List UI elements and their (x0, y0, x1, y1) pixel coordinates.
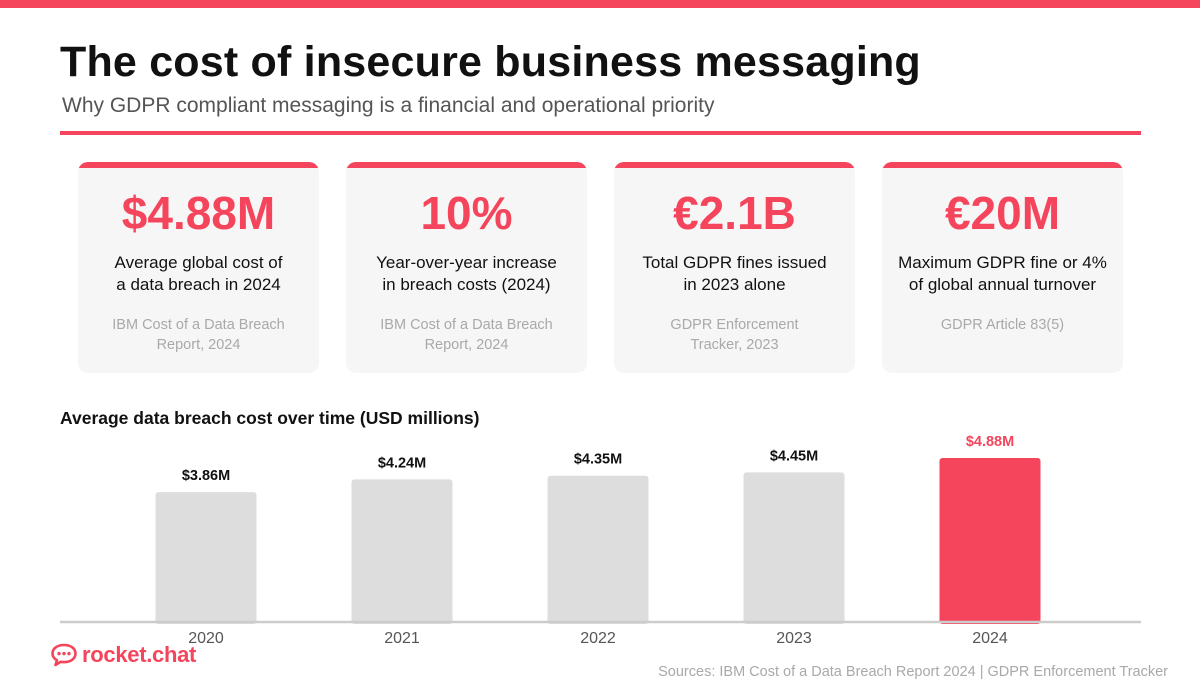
bar-2022 (547, 475, 649, 624)
stat-card-yoy-increase: 10% Year-over-year increase in breach co… (346, 162, 587, 373)
stat-cards: $4.88M Average global cost of a data bre… (78, 162, 1123, 373)
data-label-2022: $4.35M (574, 452, 622, 468)
stat-value: €20M (944, 187, 1061, 239)
stat-card-breach-cost: $4.88M Average global cost of a data bre… (78, 162, 319, 373)
stat-label-line: of global annual turnover (908, 275, 1097, 294)
stat-label: Year-over-year increase in breach costs … (358, 252, 575, 296)
stat-value: 10% (420, 187, 513, 239)
bar-2021 (351, 479, 453, 624)
stat-source-line: Report, 2024 (424, 337, 509, 353)
data-label-2021: $4.24M (378, 455, 426, 471)
header-divider (60, 131, 1141, 135)
bar-2020 (155, 492, 257, 624)
data-label-2020: $3.86M (182, 468, 230, 484)
stat-value: €2.1B (673, 187, 796, 239)
stat-label-line: Total GDPR fines issued (642, 253, 827, 272)
stat-source-line: Report, 2024 (156, 337, 241, 353)
brand-logo: rocket.chat (50, 642, 196, 668)
card-accent-bar (78, 162, 319, 168)
stat-label-line: a data breach in 2024 (116, 275, 281, 294)
data-label-2023: $4.45M (770, 448, 818, 464)
x-tick-label-2020: 2020 (188, 630, 224, 647)
page-subtitle: Why GDPR compliant messaging is a financ… (62, 94, 715, 117)
stat-label: Maximum GDPR fine or 4% of global annual… (894, 252, 1111, 296)
data-label-2024: $4.88M (966, 434, 1014, 450)
bar-2023 (743, 472, 845, 624)
stat-label-line: in 2023 alone (683, 275, 786, 294)
stat-source-line: IBM Cost of a Data Breach (112, 317, 285, 333)
chat-bubble-icon (51, 643, 77, 667)
stat-source-line: IBM Cost of a Data Breach (380, 317, 553, 333)
stat-label-line: in breach costs (2024) (382, 275, 551, 294)
card-accent-bar (614, 162, 855, 168)
page-title: The cost of insecure business messaging (60, 38, 921, 86)
stat-label-line: Average global cost of (114, 253, 283, 272)
stat-source-line: Tracker, 2023 (690, 337, 779, 353)
stat-value: $4.88M (121, 187, 276, 239)
stat-label-line: Maximum GDPR fine or 4% (898, 253, 1107, 272)
stat-source: IBM Cost of a Data Breach Report, 2024 (90, 315, 307, 355)
x-tick-label-2023: 2023 (776, 630, 812, 647)
x-tick-label-2022: 2022 (580, 630, 616, 647)
stat-label-line: Year-over-year increase (376, 253, 557, 272)
stat-source: GDPR Article 83(5) (894, 315, 1111, 335)
bar-2024 (939, 458, 1041, 624)
top-accent-bar (0, 0, 1200, 8)
card-accent-bar (346, 162, 587, 168)
x-tick-label-2021: 2021 (384, 630, 420, 647)
stat-card-max-fine: €20M Maximum GDPR fine or 4% of global a… (882, 162, 1123, 373)
bar-chart: $3.86M 2020 $4.24M 2021 $4.35M 2022 $4.45M 2023… (60, 434, 1141, 647)
logo-text: rocket.chat (82, 642, 197, 667)
stat-label: Average global cost of a data breach in … (90, 252, 307, 296)
stat-card-gdpr-fines: €2.1B Total GDPR fines issued in 2023 al… (614, 162, 855, 373)
x-tick-label-2024: 2024 (972, 630, 1008, 647)
stat-source-line: GDPR Enforcement (670, 317, 799, 333)
stat-source: IBM Cost of a Data Breach Report, 2024 (358, 315, 575, 355)
card-accent-bar (882, 162, 1123, 168)
stat-source-line: GDPR Article 83(5) (940, 317, 1065, 333)
stat-source: GDPR Enforcement Tracker, 2023 (626, 315, 843, 355)
chart-title: Average data breach cost over time (USD … (60, 408, 480, 428)
sources-note: Sources: IBM Cost of a Data Breach Repor… (658, 664, 1168, 680)
stat-label: Total GDPR fines issued in 2023 alone (626, 252, 843, 296)
